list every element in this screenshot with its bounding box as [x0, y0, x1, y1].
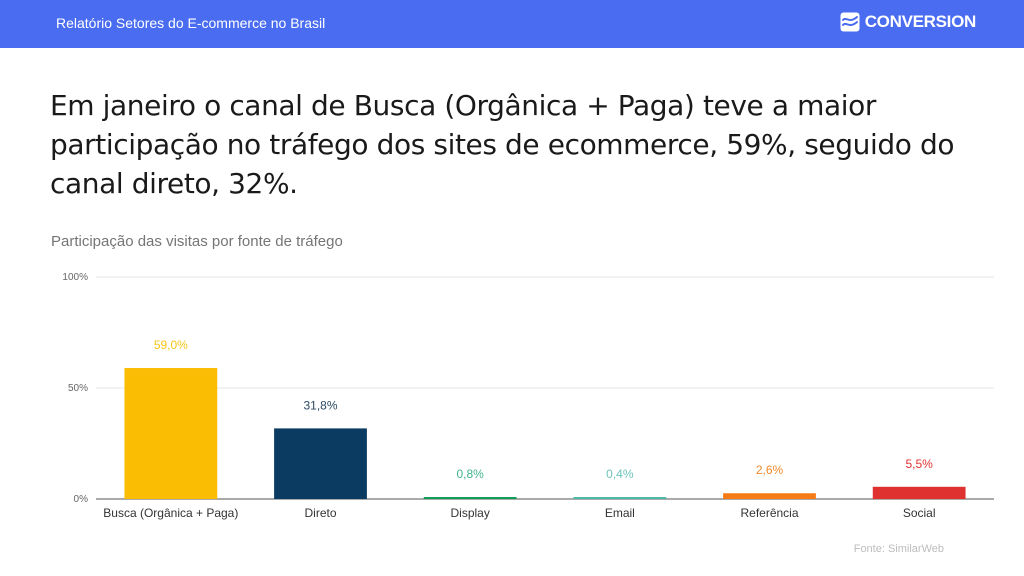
source-note: Fonte: SimilarWeb: [853, 543, 944, 555]
bar: [274, 428, 367, 499]
data-label: 0,8%: [456, 467, 484, 481]
data-label: 5,5%: [905, 457, 933, 471]
x-tick-label: Direto: [304, 506, 336, 520]
x-tick-label: Busca (Orgânica + Paga): [103, 506, 238, 520]
data-label: 59,0%: [154, 338, 188, 352]
y-tick-label: 100%: [62, 272, 88, 283]
conversion-logo-icon: [840, 12, 860, 32]
data-label: 2,6%: [756, 463, 784, 477]
x-tick-label: Referência: [740, 506, 798, 520]
brand-name: CONVERSION: [864, 12, 977, 31]
x-tick-label: Email: [605, 506, 635, 520]
bar: [872, 486, 966, 499]
y-tick-label: 50%: [68, 383, 88, 394]
bar: [573, 497, 667, 499]
y-tick-label: 0%: [74, 494, 89, 505]
data-label: 31,8%: [303, 398, 337, 412]
bar: [124, 368, 218, 499]
headline: Em janeiro o canal de Busca (Orgânica + …: [50, 89, 955, 200]
data-label: 0,4%: [606, 467, 634, 481]
brand: CONVERSION: [840, 12, 976, 32]
chart-title: Participação das visitas por fonte de tr…: [51, 233, 343, 250]
header-bar: Relatório Setores do E-commerce no Brasi…: [0, 0, 1024, 48]
bar: [723, 493, 816, 499]
bar: [423, 497, 517, 499]
x-tick-label: Display: [450, 506, 489, 520]
report-title: Relatório Setores do E-commerce no Brasi…: [56, 15, 326, 31]
x-tick-label: Social: [903, 506, 936, 520]
